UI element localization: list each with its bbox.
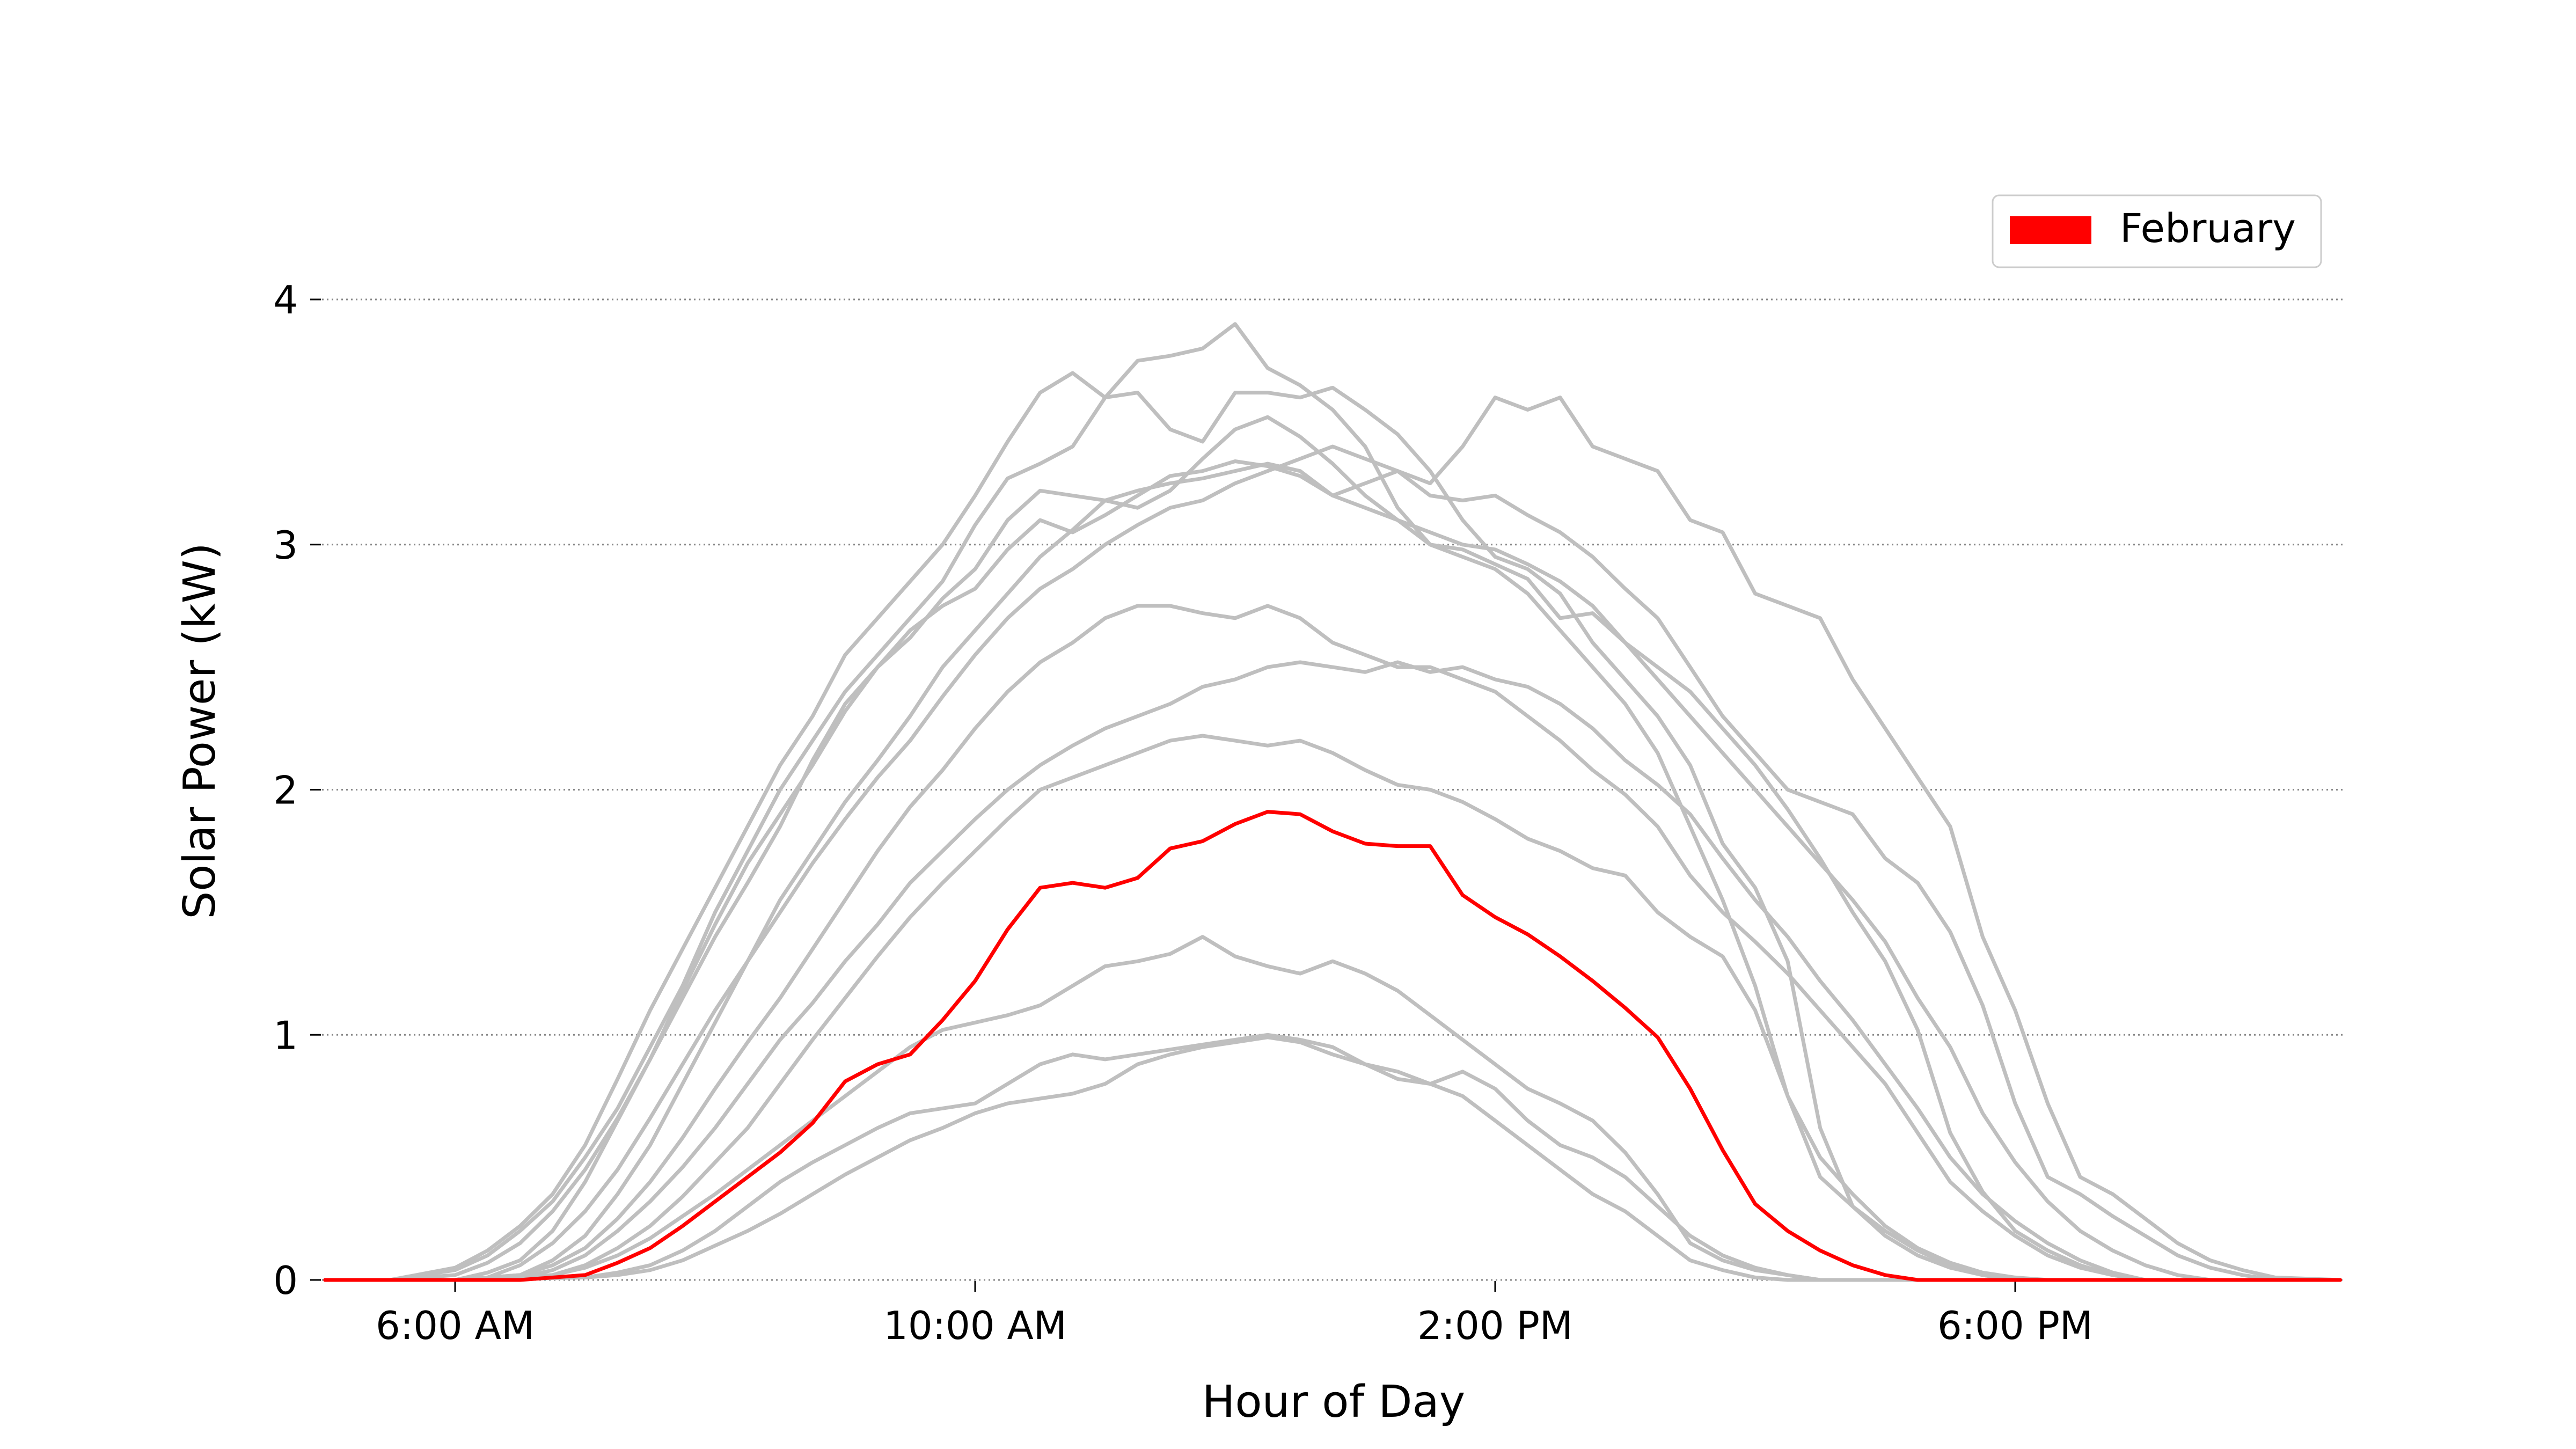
y-axis-label: Solar Power (kW) [174, 543, 225, 919]
x-tick-label-3: 6:00 PM [1937, 1303, 2093, 1348]
background-series-line-2 [323, 322, 2343, 1282]
background-series-line-6 [323, 396, 2343, 1282]
background-series-line-5 [323, 462, 2343, 1282]
x-tick-label-2: 2:00 PM [1417, 1303, 1573, 1348]
y-tick-label-0: 0 [273, 1258, 298, 1303]
x-axis-label: Hour of Day [1202, 1377, 1466, 1428]
x-axis-ticks: 6:00 AM 10:00 AM 2:00 PM 6:00 PM [376, 1281, 2093, 1348]
x-tick-label-1: 10:00 AM [883, 1303, 1067, 1348]
background-series-line-12 [323, 1035, 2343, 1282]
background-series-line-11 [323, 1033, 2343, 1282]
background-series-line-9 [323, 734, 2343, 1282]
legend-box [1992, 194, 2322, 268]
background-series-group [323, 322, 2343, 1282]
background-series-line-10 [323, 935, 2343, 1282]
y-tick-label-4: 4 [273, 277, 298, 323]
legend-swatch-february [2010, 216, 2091, 244]
x-tick-label-0: 6:00 AM [376, 1303, 535, 1348]
series-line-february [323, 810, 2343, 1282]
legend-label-february: February [2120, 206, 2296, 252]
grid-lines [322, 298, 2343, 1281]
background-series-line-7 [323, 604, 2343, 1282]
y-tick-label-3: 3 [273, 523, 298, 568]
y-tick-label-1: 1 [273, 1013, 298, 1058]
background-series-line-1 [323, 371, 2343, 1282]
legend: February [1992, 194, 2322, 268]
y-tick-label-2: 2 [273, 768, 298, 813]
background-series-line-3 [323, 415, 2343, 1282]
highlight-series-group [323, 810, 2343, 1282]
y-axis-ticks: 0 1 2 3 4 [273, 277, 321, 1303]
background-series-line-8 [323, 660, 2343, 1282]
